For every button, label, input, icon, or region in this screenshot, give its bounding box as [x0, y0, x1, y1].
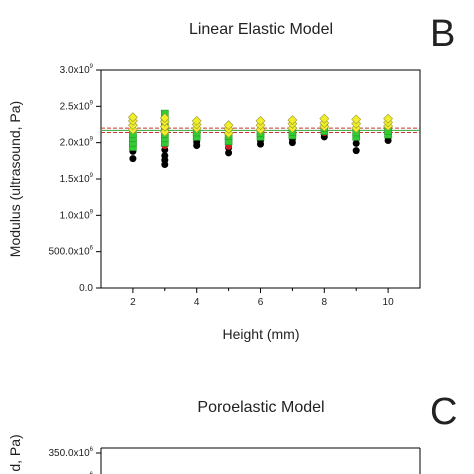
- panel-letter: B: [430, 13, 455, 55]
- y-axis-label: d, Pa): [7, 434, 23, 471]
- y-tick-label: 2.5x109: [60, 100, 94, 112]
- y-tick-label: 500.0x106: [49, 245, 94, 257]
- data-point: [159, 126, 170, 137]
- y-tick-label: 1.5x109: [60, 173, 94, 185]
- data-point: [159, 113, 170, 123]
- y-tick-label: 0.0: [79, 283, 93, 294]
- x-axis: 2 4 6 8 10: [130, 288, 394, 308]
- x-tick-label: 10: [383, 297, 395, 308]
- y-tick-label: 2.0x109: [60, 136, 94, 148]
- plot-frame: [100, 69, 421, 289]
- data-point: [159, 121, 170, 132]
- data-point: [352, 147, 360, 155]
- y-tick-label: 3.0x109: [60, 64, 94, 76]
- y-axis-label: Modulus (ultrasound, Pa): [7, 101, 23, 257]
- y-tick-label: 350.0x106: [49, 447, 94, 459]
- x-tick-label: 8: [322, 297, 328, 308]
- x-tick-label: 2: [130, 297, 136, 308]
- data-point: [225, 149, 233, 157]
- y-axis: 350.0x106 300.0x106: [49, 447, 101, 474]
- data-point: [383, 113, 394, 124]
- data-point: [223, 120, 234, 131]
- y-tick-label: 1.0x109: [60, 209, 94, 221]
- y-tick-label: 300.0x106: [49, 472, 94, 474]
- chart-title: Poroelastic Model: [197, 399, 324, 416]
- y-axis: 0.0 500.0x106 1.0x109 1.5x109 2.0x109 2.5x109…: [49, 64, 101, 294]
- chart-title: Linear Elastic Model: [189, 21, 333, 38]
- x-axis-label: Height (mm): [222, 326, 299, 342]
- data-point: [161, 152, 169, 160]
- x-tick-label: 4: [194, 297, 200, 308]
- data-point: [351, 114, 362, 125]
- data-points: [127, 109, 394, 168]
- panel-c: Poroelastic Model C 350.0x106 300.0x106 d…: [7, 391, 457, 474]
- data-point: [191, 115, 202, 126]
- data-point: [319, 113, 330, 124]
- x-tick-label: 6: [258, 297, 264, 308]
- panel-b: Linear Elastic Model B 0.0 500.0x106 1.0x1…: [7, 13, 455, 342]
- data-point: [129, 155, 137, 163]
- data-point: [127, 112, 138, 123]
- data-point: [352, 139, 360, 147]
- panel-letter: C: [430, 391, 457, 433]
- data-point: [287, 115, 298, 126]
- data-point: [255, 115, 266, 126]
